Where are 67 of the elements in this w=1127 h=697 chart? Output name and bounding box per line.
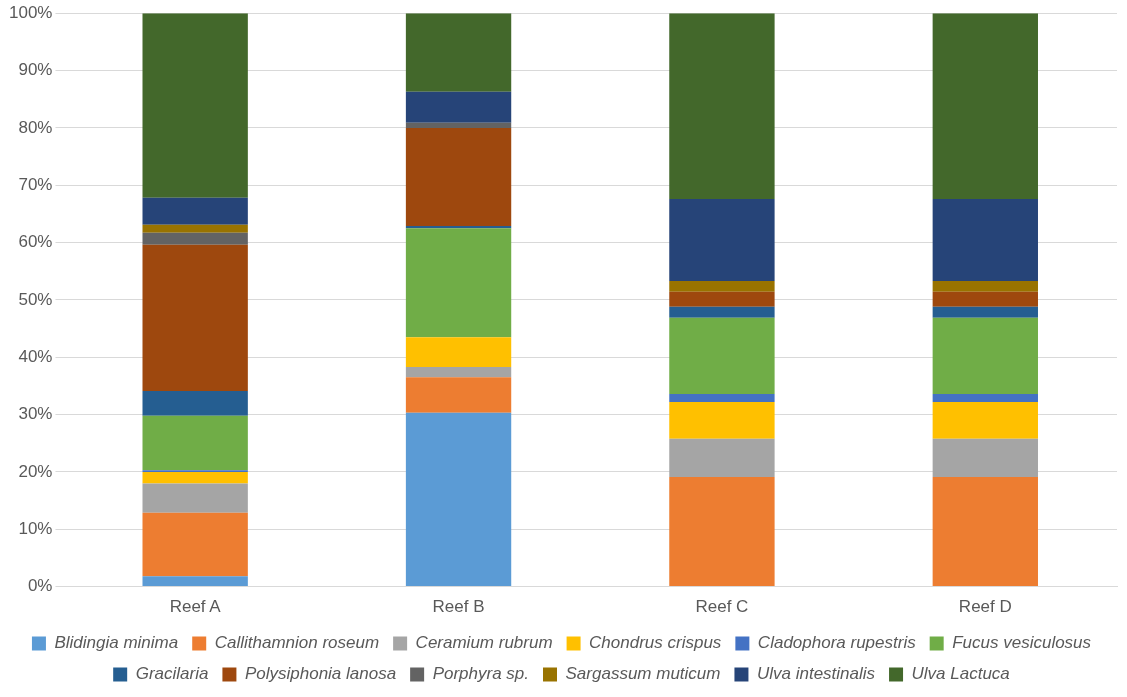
y-tick-label: 40% [18, 346, 53, 366]
legend-label: Callithamnion roseum [214, 633, 380, 653]
y-tick-label: 10% [18, 518, 53, 538]
bar [142, 224, 248, 233]
bar [669, 438, 775, 478]
bar [142, 244, 248, 392]
bar [932, 477, 1038, 587]
bar [405, 412, 512, 587]
bar [405, 366, 512, 378]
bar [405, 337, 512, 367]
legend-label: Ulva intestinalis [756, 664, 876, 684]
bar [142, 415, 248, 471]
bar [669, 280, 775, 292]
y-tick-label: 0% [27, 576, 53, 596]
bar [405, 91, 512, 123]
bar [405, 228, 512, 338]
bar [932, 401, 1038, 439]
x-tick-label: Reef C [695, 597, 749, 617]
bar [405, 13, 512, 92]
bar [932, 13, 1038, 199]
y-tick-label: 70% [18, 174, 53, 194]
bar [669, 317, 775, 394]
bar [142, 483, 248, 513]
y-tick-label: 30% [18, 404, 53, 424]
bar [932, 291, 1038, 307]
bar [932, 438, 1038, 478]
legend-label: Sargassum muticum [565, 664, 721, 684]
legend-label: Porphyra sp. [432, 664, 530, 684]
y-tick-label: 20% [18, 461, 53, 481]
y-tick-label: 50% [18, 289, 53, 309]
legend-label: Blidingia minima [54, 633, 179, 653]
bar [669, 291, 775, 307]
bar [142, 512, 248, 577]
legend-label: Chondrus crispus [589, 633, 722, 653]
legend-label: Cladophora rupestris [757, 633, 917, 653]
bar [669, 306, 775, 318]
legend-label: Gracilaria [135, 664, 209, 684]
y-tick-label: 60% [18, 232, 53, 252]
legend-label: Ulva Lactuca [911, 664, 1010, 684]
bar [142, 13, 248, 198]
bar [669, 401, 775, 439]
bar [405, 377, 512, 413]
bar [142, 576, 248, 587]
bar [669, 198, 775, 281]
bar [669, 13, 775, 199]
y-tick-label: 90% [18, 60, 53, 80]
bar [932, 280, 1038, 292]
bar [405, 127, 512, 226]
bar [142, 232, 248, 245]
bar [932, 198, 1038, 281]
bar [932, 393, 1038, 402]
bar [142, 471, 248, 484]
x-tick-label: Reef D [958, 597, 1012, 617]
bar [932, 317, 1038, 394]
legend-label: Ceramium rubrum [415, 633, 553, 653]
y-tick-label: 100% [9, 2, 53, 22]
y-tick-label: 80% [18, 117, 53, 137]
bar [142, 391, 248, 416]
bar [142, 197, 248, 225]
bar [669, 393, 775, 402]
legend-label: Polysiphonia lanosa [244, 664, 397, 684]
legend-label: Fucus vesiculosus [952, 633, 1092, 653]
bar [932, 306, 1038, 318]
bar [669, 477, 775, 587]
bar [405, 122, 512, 128]
x-tick-label: Reef A [169, 597, 222, 617]
x-tick-label: Reef B [432, 597, 485, 617]
